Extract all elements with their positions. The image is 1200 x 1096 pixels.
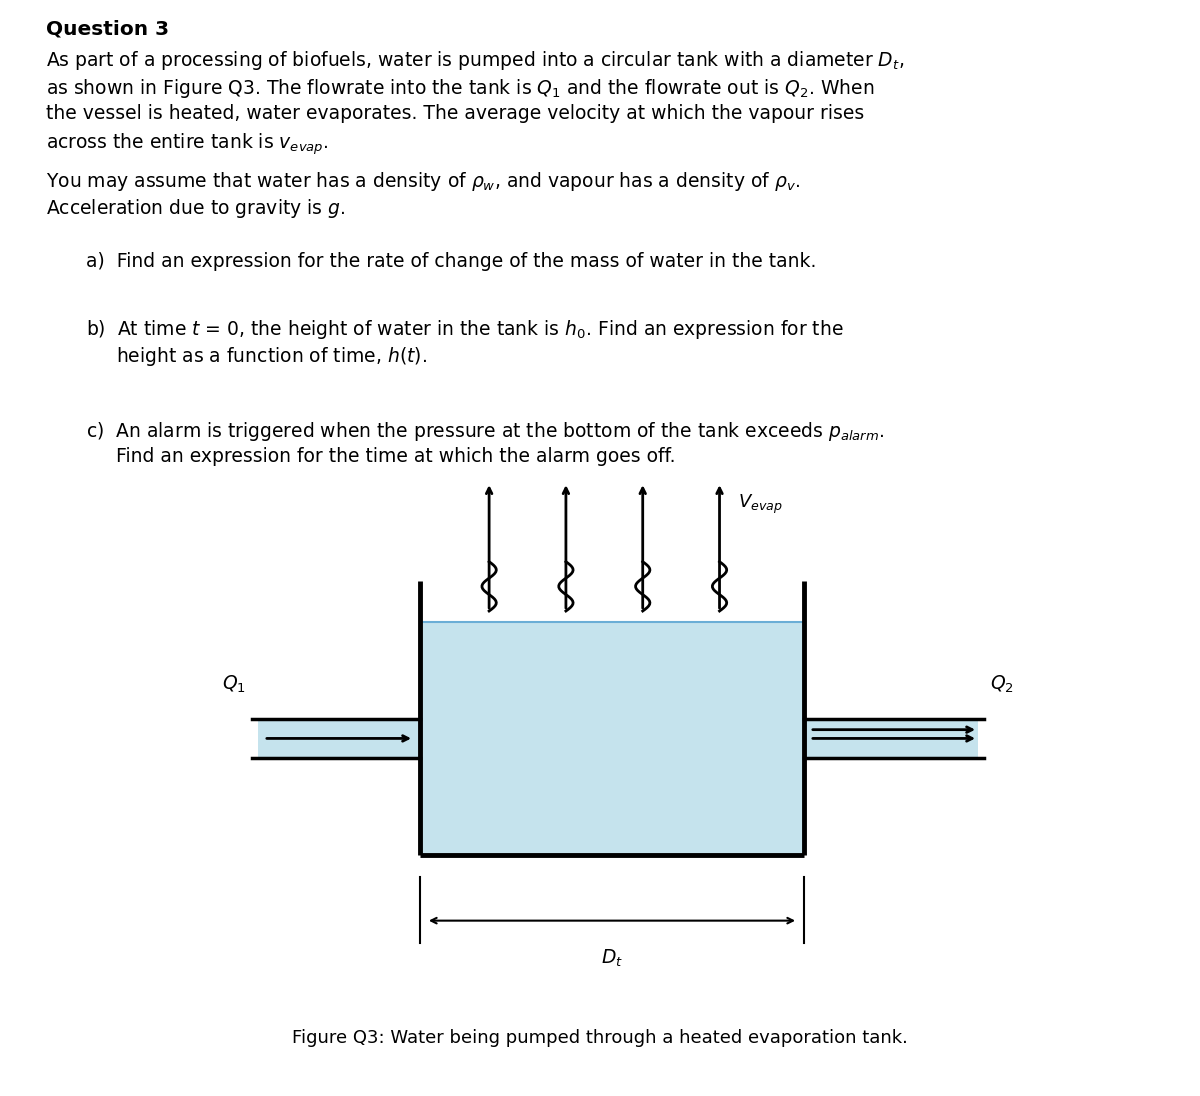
Text: Figure Q3: Water being pumped through a heated evaporation tank.: Figure Q3: Water being pumped through a … bbox=[292, 1029, 908, 1047]
Text: as shown in Figure Q3. The flowrate into the tank is $Q_1$ and the flowrate out : as shown in Figure Q3. The flowrate into… bbox=[46, 77, 874, 100]
Bar bbox=[804, 719, 978, 758]
Text: $D_t$: $D_t$ bbox=[601, 948, 623, 969]
Text: height as a function of time, $h(t)$.: height as a function of time, $h(t)$. bbox=[116, 345, 427, 368]
Text: $V_{evap}$: $V_{evap}$ bbox=[738, 493, 782, 516]
Text: Find an expression for the time at which the alarm goes off.: Find an expression for the time at which… bbox=[116, 447, 676, 466]
Text: As part of a processing of biofuels, water is pumped into a circular tank with a: As part of a processing of biofuels, wat… bbox=[46, 49, 904, 72]
Text: the vessel is heated, water evaporates. The average velocity at which the vapour: the vessel is heated, water evaporates. … bbox=[46, 104, 864, 123]
Text: a)  Find an expression for the rate of change of the mass of water in the tank.: a) Find an expression for the rate of ch… bbox=[86, 252, 817, 271]
Text: You may assume that water has a density of $\rho_w$, and vapour has a density of: You may assume that water has a density … bbox=[46, 170, 800, 193]
Text: Question 3: Question 3 bbox=[46, 20, 169, 38]
Text: b)  At time $t$ = 0, the height of water in the tank is $h_0$. Find an expressio: b) At time $t$ = 0, the height of water … bbox=[86, 318, 844, 341]
Text: $Q_1$: $Q_1$ bbox=[222, 673, 246, 695]
Text: c)  An alarm is triggered when the pressure at the bottom of the tank exceeds $p: c) An alarm is triggered when the pressu… bbox=[86, 420, 884, 443]
Text: $Q_2$: $Q_2$ bbox=[990, 673, 1014, 695]
Bar bbox=[420, 623, 804, 855]
Bar bbox=[258, 719, 420, 758]
Text: Acceleration due to gravity is $g$.: Acceleration due to gravity is $g$. bbox=[46, 197, 344, 220]
Text: across the entire tank is $v_{evap}$.: across the entire tank is $v_{evap}$. bbox=[46, 132, 329, 157]
